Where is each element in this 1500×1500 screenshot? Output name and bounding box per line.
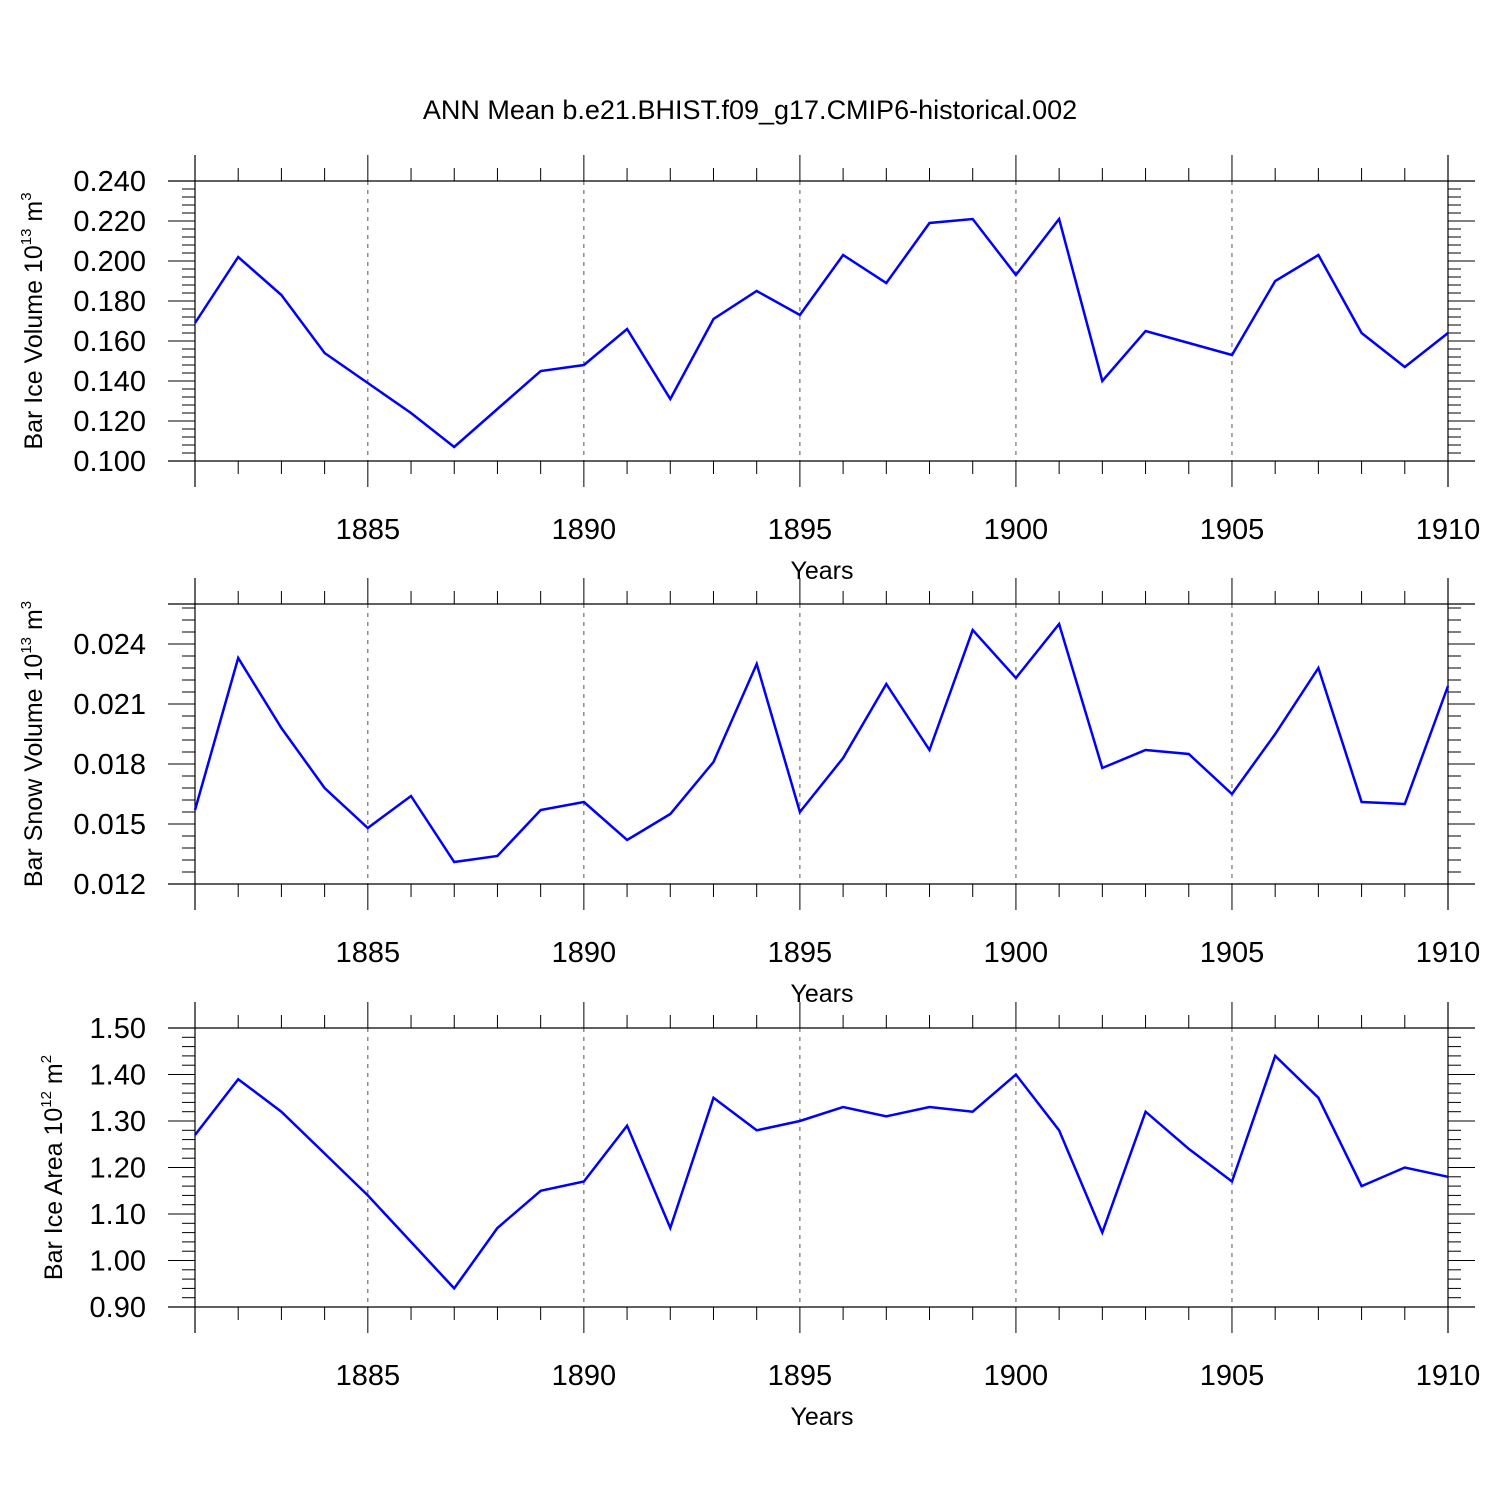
series-line xyxy=(194,1053,1449,1291)
x-tick-label: 1905 xyxy=(1200,1360,1265,1392)
x-tick-label: 1910 xyxy=(1416,1360,1481,1392)
y-axis-label-part: Bar Ice Area 10 xyxy=(40,1108,68,1280)
x-tick-label: 1890 xyxy=(552,937,617,969)
y-tick-label: 0.100 xyxy=(73,446,146,478)
x-tick-label: 1910 xyxy=(1416,937,1481,969)
y-tick-label: 0.120 xyxy=(73,406,146,438)
x-tick-label: 1890 xyxy=(552,1360,617,1392)
y-axis-label-superscript: 13 xyxy=(18,229,35,246)
y-tick-label: 1.00 xyxy=(90,1246,146,1278)
y-axis-label-part: Bar Ice Volume 10 xyxy=(20,245,48,449)
y-tick-label: 0.018 xyxy=(73,749,146,781)
x-axis-label: Years xyxy=(790,557,853,585)
y-axis-label: Bar Ice Volume 1013 m3 xyxy=(18,192,48,449)
y-tick-label: 1.30 xyxy=(90,1106,146,1138)
x-tick-label: 1900 xyxy=(984,514,1049,546)
y-tick-label: 0.160 xyxy=(73,326,146,358)
y-tick-label: 0.90 xyxy=(90,1292,146,1324)
y-tick-label: 0.012 xyxy=(73,869,146,901)
chart-panel-2: 0.012 0.015 0.018 0.021 0.024 1885 1890 1895 190… xyxy=(18,578,1480,1008)
y-tick-label: 0.240 xyxy=(73,166,146,198)
y-tick-label: 1.40 xyxy=(90,1060,146,1092)
y-axis-label-part: m xyxy=(20,609,48,637)
y-tick-label: 0.180 xyxy=(73,286,146,318)
y-tick-label: 1.20 xyxy=(90,1153,146,1185)
chart-panel-1: 0.100 0.120 0.140 0.160 0.180 0.200 0.220 0.240… xyxy=(18,155,1480,585)
x-tick-label: 1900 xyxy=(984,937,1049,969)
x-tick-label: 1885 xyxy=(336,1360,401,1392)
y-tick-label: 0.140 xyxy=(73,366,146,398)
x-tick-label: 1895 xyxy=(768,1360,833,1392)
y-axis-label-part: m xyxy=(20,201,48,229)
y-axis-label: Bar Ice Area 1012 m2 xyxy=(38,1055,68,1280)
x-tick-label: 1895 xyxy=(768,514,833,546)
y-axis-label-superscript: 3 xyxy=(18,601,35,609)
chart-panels: 0.100 0.120 0.140 0.160 0.180 0.200 0.220 0.240… xyxy=(18,155,1480,1431)
series-line xyxy=(193,216,1449,449)
y-axis-label-superscript: 12 xyxy=(38,1091,55,1108)
x-tick-label: 1900 xyxy=(984,1360,1049,1392)
y-tick-label: 0.200 xyxy=(73,246,146,278)
x-axis-label: Years xyxy=(790,1403,853,1431)
y-axis-label-superscript: 2 xyxy=(38,1055,55,1063)
y-tick-label: 0.021 xyxy=(73,689,146,721)
y-axis-label-superscript: 13 xyxy=(18,637,35,654)
y-tick-label: 1.10 xyxy=(90,1199,146,1231)
x-tick-label: 1890 xyxy=(552,514,617,546)
y-axis-label-part: m xyxy=(40,1063,68,1091)
y-axis-label-part: Bar Snow Volume 10 xyxy=(20,654,48,887)
y-axis-label: Bar Snow Volume 1013 m3 xyxy=(18,601,48,887)
y-axis-label-superscript: 3 xyxy=(18,192,35,200)
series-line xyxy=(193,621,1450,864)
x-axis-label: Years xyxy=(790,980,853,1008)
x-tick-label: 1905 xyxy=(1200,514,1265,546)
y-tick-label: 0.024 xyxy=(73,629,146,661)
y-tick-label: 1.50 xyxy=(90,1013,146,1045)
x-tick-label: 1885 xyxy=(336,514,401,546)
y-tick-label: 0.015 xyxy=(73,809,146,841)
chart-title: ANN Mean b.e21.BHIST.f09_g17.CMIP6-histo… xyxy=(423,95,1077,125)
chart-panel-3: 0.90 1.00 1.10 1.20 1.30 1.40 1.50 1885 1890 1895… xyxy=(38,1002,1480,1431)
x-tick-label: 1885 xyxy=(336,937,401,969)
x-tick-label: 1895 xyxy=(768,937,833,969)
y-tick-label: 0.220 xyxy=(73,206,146,238)
x-tick-label: 1910 xyxy=(1416,514,1481,546)
x-tick-label: 1905 xyxy=(1200,937,1265,969)
